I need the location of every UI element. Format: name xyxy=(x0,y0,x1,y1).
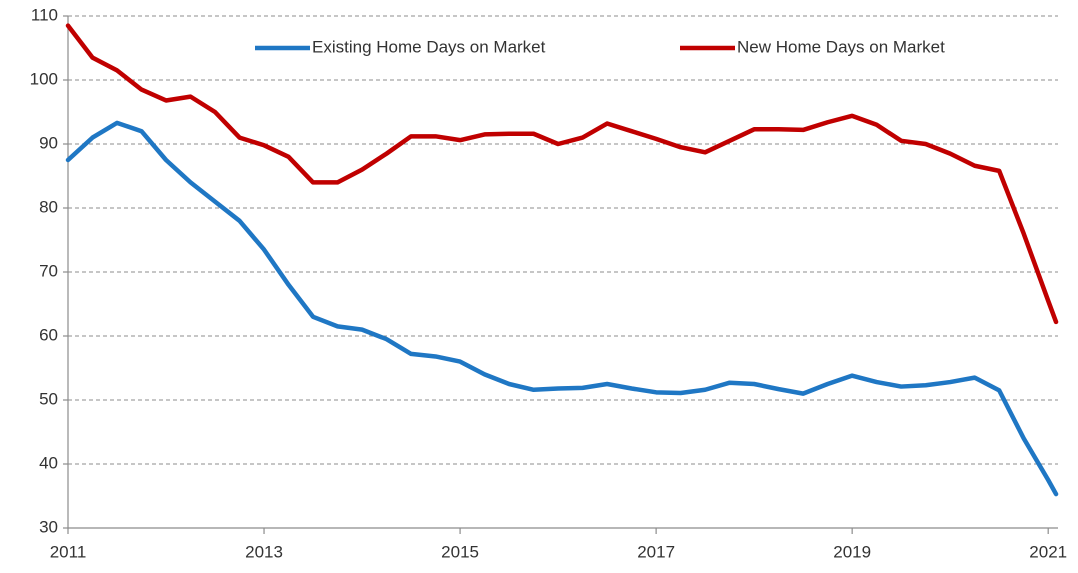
y-tick-label: 40 xyxy=(39,453,58,472)
x-tick-label: 2019 xyxy=(833,542,871,561)
data-line xyxy=(65,120,1059,497)
x-tick-label: 2013 xyxy=(245,542,283,561)
y-tick-label: 70 xyxy=(39,261,58,280)
x-tick-label: 2017 xyxy=(637,542,675,561)
y-tick-label: 50 xyxy=(39,389,58,408)
x-tick-label: 2021 xyxy=(1029,542,1067,561)
y-tick-label: 30 xyxy=(39,517,58,536)
y-tick-label: 60 xyxy=(39,325,58,344)
data-line xyxy=(65,23,1059,325)
x-tick-label: 2011 xyxy=(50,542,87,561)
y-tick-label: 80 xyxy=(39,197,58,216)
legend-label: Existing Home Days on Market xyxy=(312,37,546,56)
y-tick-label: 110 xyxy=(31,5,58,24)
y-tick-label: 100 xyxy=(30,69,58,88)
y-tick-label: 90 xyxy=(39,133,58,152)
legend-label: New Home Days on Market xyxy=(737,37,945,56)
x-tick-label: 2015 xyxy=(441,542,479,561)
